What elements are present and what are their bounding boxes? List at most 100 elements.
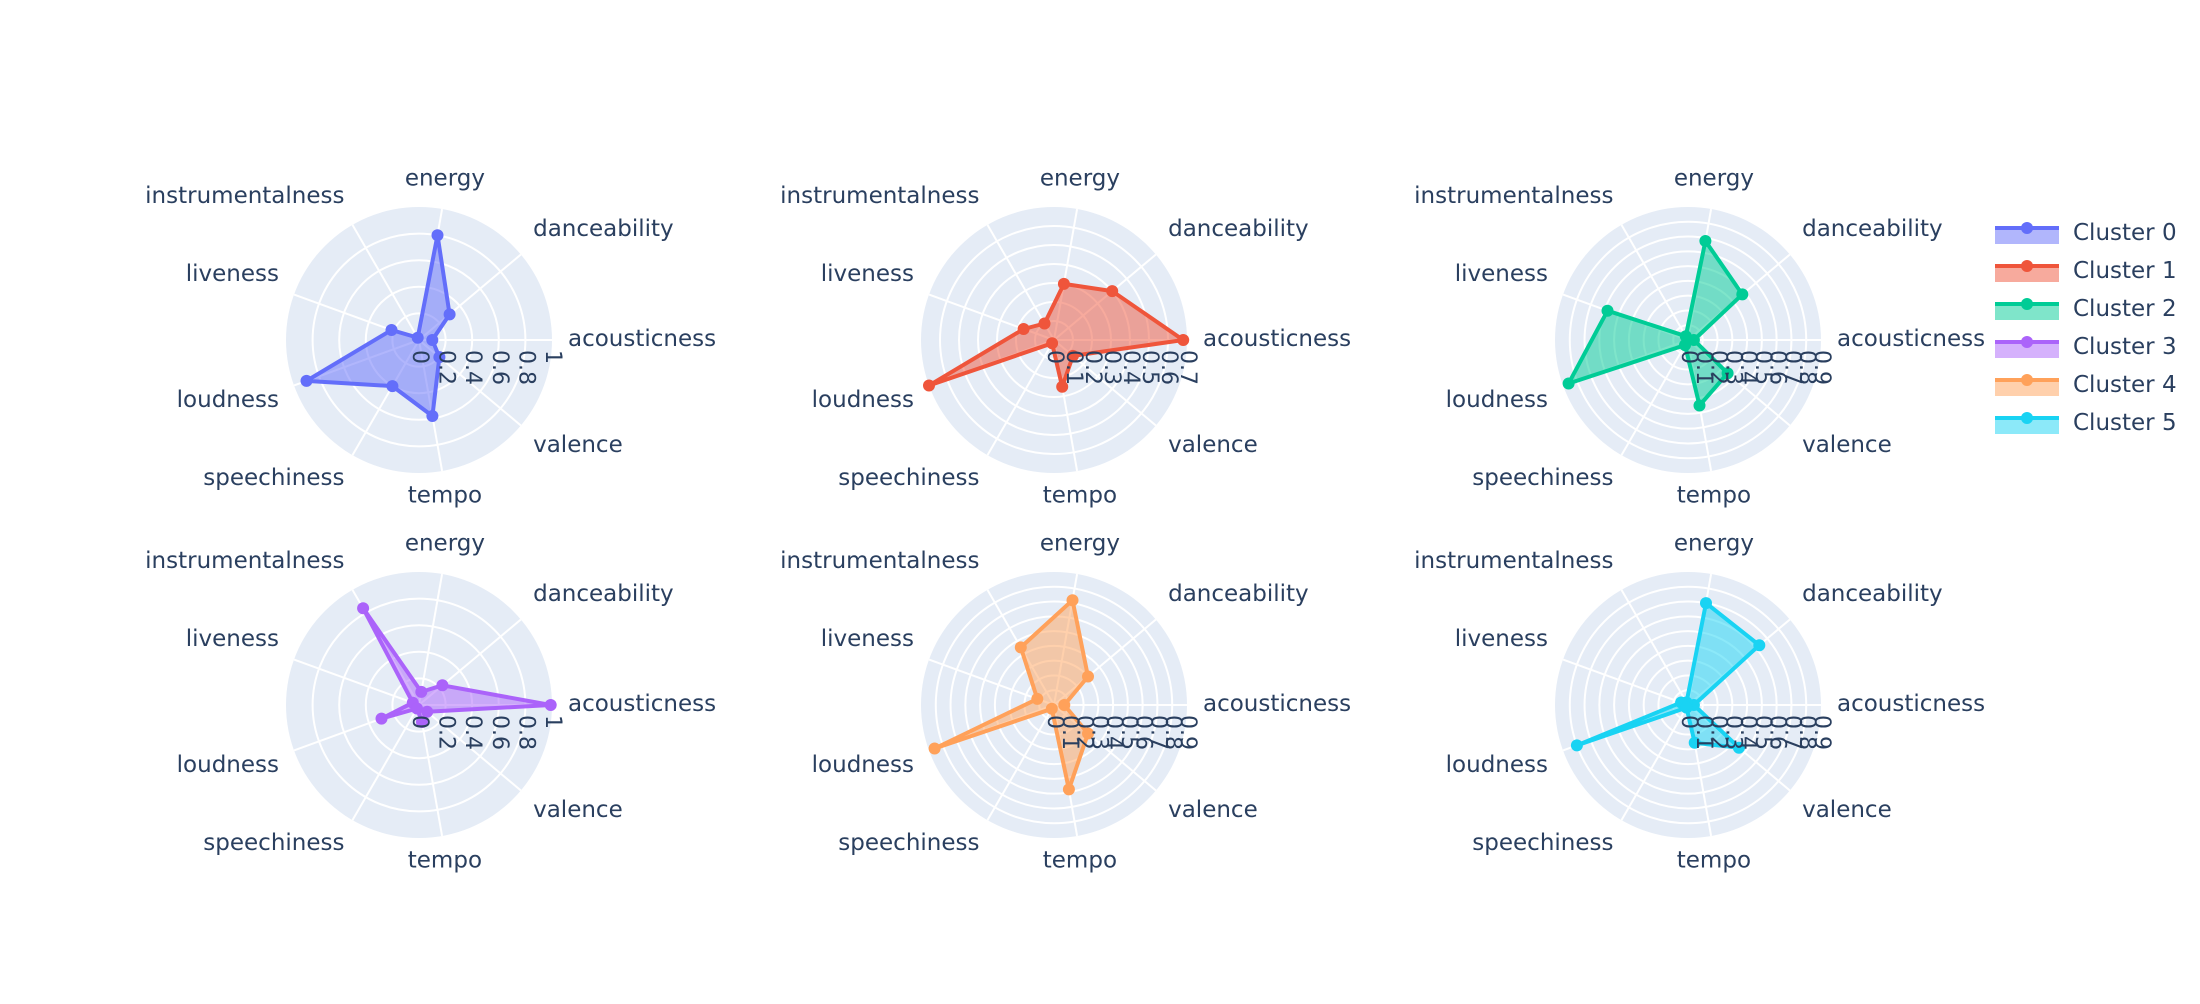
category-label-speechiness: speechiness [838, 830, 979, 856]
angular-grid-line [351, 704, 420, 821]
angular-grid-line [1620, 589, 1689, 706]
series-area-cluster-2 [1566, 239, 1745, 408]
data-point-acousticness [1177, 334, 1190, 346]
data-point-loudness [1570, 739, 1583, 752]
radial-tick-label: 0.3 [1720, 715, 1745, 750]
legend-label: Cluster 0 [2073, 220, 2177, 246]
data-point-valence [1721, 367, 1734, 380]
data-point-liveness [1031, 692, 1044, 705]
category-label-tempo: tempo [1677, 848, 1751, 874]
angular-grid-line [986, 704, 1055, 821]
data-point-valence [433, 351, 446, 364]
radial-tick-label: 0.4 [1101, 715, 1126, 750]
radial-tick-label: 0.9 [1809, 715, 1834, 750]
data-point-valence [1066, 349, 1079, 362]
data-point-liveness [1017, 323, 1030, 335]
legend-swatch [1995, 228, 2059, 244]
category-label-liveness: liveness [1455, 261, 1548, 287]
data-point-valence [1732, 741, 1745, 754]
radial-tick-label: 0.1 [1691, 715, 1716, 750]
radial-tick-label: 0.6 [487, 715, 512, 750]
category-label-speechiness: speechiness [838, 465, 979, 491]
category-label-valence: valence [1168, 432, 1258, 458]
legend-marker [2021, 374, 2033, 386]
legend-label: Cluster 1 [2073, 258, 2177, 284]
legend-swatch [1995, 418, 2059, 434]
category-label-loudness: loudness [1446, 387, 1548, 413]
radial-tick-label: 0 [1042, 715, 1067, 729]
data-point-loudness [923, 379, 935, 392]
radar-subplot-2: 00.10.20.30.40.50.60.70.80.9acousticness… [1414, 165, 1985, 508]
data-point-danceability [1106, 285, 1119, 298]
data-point-speechiness [1046, 337, 1059, 350]
radial-tick-label: 0.6 [487, 350, 512, 385]
category-label-instrumentalness: instrumentalness [145, 183, 344, 209]
radial-tick-label: 0.2 [1072, 715, 1097, 750]
radial-tick-label: 0 [1676, 350, 1701, 364]
radial-tick-label: 0.2 [1080, 350, 1105, 385]
data-point-instrumentalness [1038, 317, 1051, 330]
category-label-valence: valence [533, 797, 623, 823]
data-point-loudness [375, 712, 388, 725]
category-label-speechiness: speechiness [1472, 830, 1613, 856]
data-point-energy [1699, 235, 1712, 247]
data-point-speechiness [386, 380, 399, 393]
radar-subplot-5: 00.10.20.30.40.50.60.70.80.9acousticness… [1414, 530, 1985, 873]
legend-item: Cluster 1 [1995, 258, 2177, 284]
radial-tick-label: 0.6 [1131, 715, 1156, 750]
legend-swatch [1995, 266, 2059, 282]
radial-tick-label: 0 [407, 350, 432, 364]
radial-tick-label: 0.8 [513, 350, 538, 385]
radial-tick-label: 0 [1676, 715, 1701, 729]
radial-tick-label: 0.4 [1735, 715, 1760, 750]
category-label-energy: energy [1040, 165, 1120, 191]
category-label-loudness: loudness [812, 752, 914, 778]
category-label-valence: valence [1802, 797, 1892, 823]
data-point-tempo [426, 410, 439, 422]
data-point-speechiness [1045, 702, 1058, 715]
category-label-valence: valence [1168, 797, 1258, 823]
data-point-instrumentalness [411, 331, 424, 344]
category-label-acousticness: acousticness [568, 691, 716, 717]
angular-grid-line [418, 704, 522, 792]
category-label-liveness: liveness [186, 261, 279, 287]
data-point-liveness [1601, 304, 1614, 317]
category-label-danceability: danceability [1168, 216, 1309, 242]
category-label-acousticness: acousticness [1837, 326, 1985, 352]
category-label-instrumentalness: instrumentalness [1414, 183, 1613, 209]
category-label-instrumentalness: instrumentalness [145, 548, 344, 574]
category-label-energy: energy [405, 165, 485, 191]
category-label-tempo: tempo [1043, 848, 1117, 874]
radial-tick-label: 0 [1042, 350, 1067, 364]
legend-item: Cluster 5 [1995, 410, 2177, 436]
angular-grid-line [1620, 224, 1689, 341]
data-point-speechiness [411, 702, 423, 715]
category-label-danceability: danceability [1802, 581, 1943, 607]
category-label-valence: valence [1802, 432, 1892, 458]
category-label-acousticness: acousticness [1203, 691, 1351, 717]
category-label-tempo: tempo [1677, 483, 1751, 509]
category-label-instrumentalness: instrumentalness [780, 548, 979, 574]
radial-tick-label: 1 [540, 715, 565, 729]
category-label-loudness: loudness [177, 387, 279, 413]
category-label-tempo: tempo [408, 848, 482, 874]
radial-tick-label: 0.8 [1794, 350, 1819, 385]
series-area-cluster-0 [304, 233, 452, 418]
category-label-danceability: danceability [533, 216, 674, 242]
radial-tick-label: 0.7 [1779, 350, 1804, 385]
radial-tick-label: 0.6 [1156, 350, 1181, 385]
data-point-energy [1057, 277, 1070, 290]
category-label-liveness: liveness [821, 626, 914, 652]
radial-tick-label: 1 [540, 350, 565, 364]
legend-label: Cluster 2 [2073, 296, 2177, 322]
legend-swatch [1995, 380, 2059, 396]
data-point-tempo [1688, 736, 1701, 749]
radial-tick-label: 0.1 [1691, 350, 1716, 385]
data-point-loudness [1562, 377, 1575, 390]
radial-tick-label: 0.1 [1061, 350, 1086, 385]
radial-tick-label: 0.5 [1116, 715, 1141, 750]
data-point-instrumentalness [357, 602, 370, 615]
